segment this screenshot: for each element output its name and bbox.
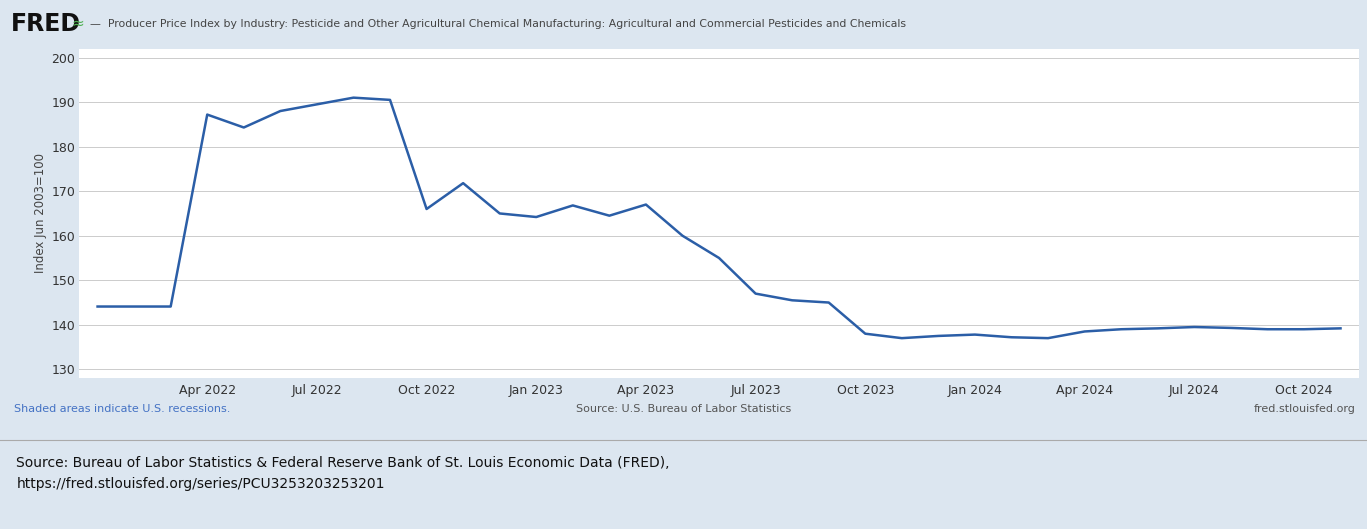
- Text: Source: Bureau of Labor Statistics & Federal Reserve Bank of St. Louis Economic : Source: Bureau of Labor Statistics & Fed…: [16, 456, 670, 491]
- Y-axis label: Index Jun 2003=100: Index Jun 2003=100: [34, 153, 46, 273]
- Text: FRED: FRED: [11, 12, 81, 36]
- Text: ≈: ≈: [71, 16, 83, 31]
- Text: fred.stlouisfed.org: fred.stlouisfed.org: [1254, 404, 1356, 414]
- Text: Source: U.S. Bureau of Labor Statistics: Source: U.S. Bureau of Labor Statistics: [576, 404, 791, 414]
- Text: —  Producer Price Index by Industry: Pesticide and Other Agricultural Chemical M: — Producer Price Index by Industry: Pest…: [90, 19, 906, 29]
- Text: Shaded areas indicate U.S. recessions.: Shaded areas indicate U.S. recessions.: [14, 404, 230, 414]
